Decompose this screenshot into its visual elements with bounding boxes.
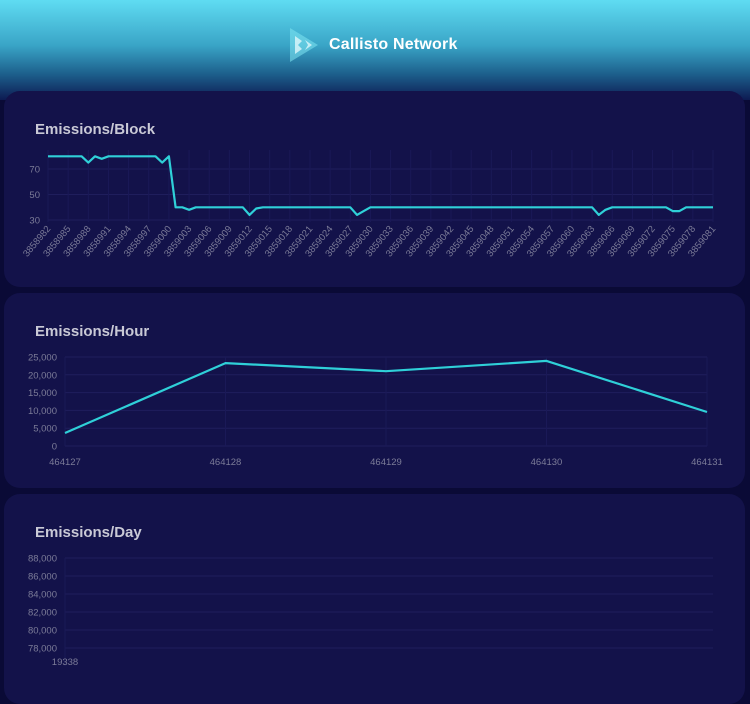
x-tick-label: 464129 bbox=[370, 457, 402, 468]
y-tick-label: 50 bbox=[29, 190, 40, 201]
y-tick-label: 0 bbox=[52, 442, 57, 453]
y-tick-label: 78,000 bbox=[28, 644, 57, 655]
y-tick-label: 25,000 bbox=[28, 353, 57, 364]
series-line bbox=[48, 156, 713, 215]
charts-layer: 3050703858982385898538589883858991385899… bbox=[0, 0, 750, 689]
y-tick-label: 20,000 bbox=[28, 370, 57, 381]
y-tick-label: 88,000 bbox=[28, 554, 57, 565]
x-tick-label: 464127 bbox=[49, 457, 81, 468]
y-tick-label: 84,000 bbox=[28, 590, 57, 601]
x-tick-label: 19338 bbox=[52, 657, 78, 668]
y-tick-label: 30 bbox=[29, 216, 40, 227]
x-tick-label: 464128 bbox=[210, 457, 242, 468]
x-tick-label: 464131 bbox=[691, 457, 723, 468]
y-tick-label: 5,000 bbox=[33, 424, 57, 435]
x-tick-label: 464130 bbox=[531, 457, 563, 468]
y-tick-label: 15,000 bbox=[28, 388, 57, 399]
y-tick-label: 10,000 bbox=[28, 406, 57, 417]
y-tick-label: 70 bbox=[29, 165, 40, 176]
y-tick-label: 80,000 bbox=[28, 626, 57, 637]
y-tick-label: 82,000 bbox=[28, 608, 57, 619]
y-tick-label: 86,000 bbox=[28, 572, 57, 583]
